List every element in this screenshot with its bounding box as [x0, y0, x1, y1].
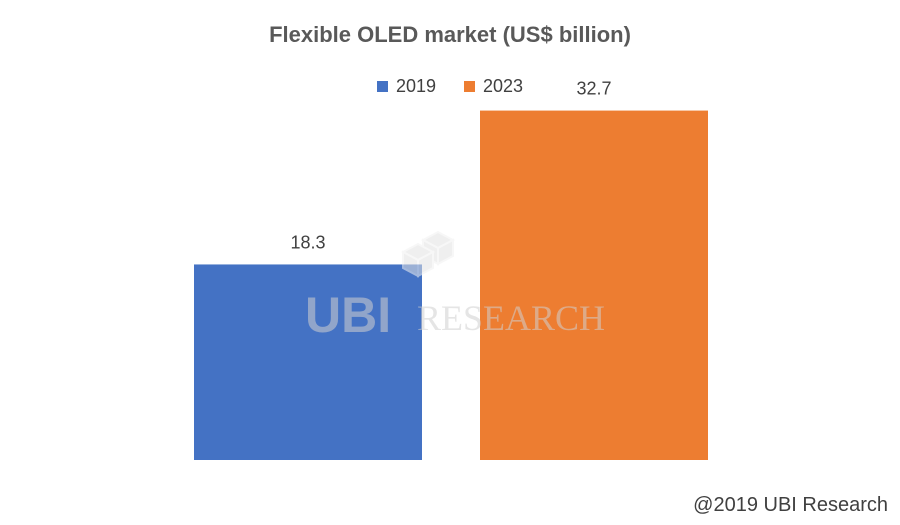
legend-label-2023: 2023: [483, 76, 524, 96]
legend: 2019 2023: [0, 76, 900, 97]
data-label-2019: 18.3: [290, 232, 325, 252]
legend-swatch-2023: [464, 81, 475, 92]
legend-label-2019: 2019: [395, 76, 436, 96]
data-label-2023: 32.7: [576, 79, 611, 99]
legend-item-2023: 2023: [464, 76, 523, 97]
copyright-text: @2019 UBI Research: [693, 494, 888, 516]
legend-swatch-2019: [376, 81, 388, 92]
bar-2019: [194, 264, 422, 460]
bar-2023: [480, 110, 708, 460]
legend-item-2019: 2019: [376, 76, 436, 97]
chart-title: Flexible OLED market (US$ billion): [269, 22, 631, 47]
